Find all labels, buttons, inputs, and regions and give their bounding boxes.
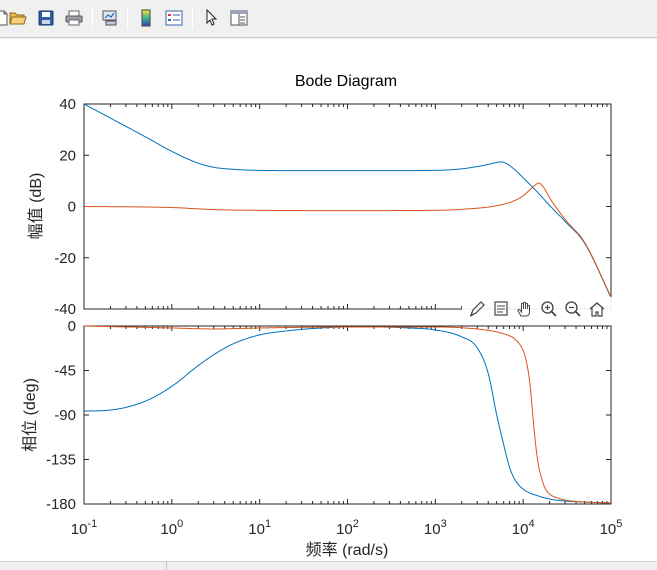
phase-ytick-label: 0 [68,318,76,335]
magnitude-series-blue-line[interactable] [83,103,612,298]
magnitude-ytick-label: 20 [59,147,76,164]
magnitude-ytick-label: 0 [68,199,76,216]
magnitude-ytick-label: 40 [59,96,76,113]
status-bar [0,561,657,570]
brush-icon[interactable] [466,298,488,320]
zoom-out-icon[interactable] [562,298,584,320]
edit-plot-arrow-icon[interactable] [200,7,222,29]
figure-canvas: Bode Diagram 40 20 0 -20 -40 0 -45 -90 -135 -180… [0,39,657,561]
x-tick-label: 101 [248,518,271,538]
x-tick-label: 103 [424,518,447,538]
magnitude-ytick-label: -20 [54,250,76,267]
x-tick-label: 105 [600,518,623,538]
magnitude-series-orange-line[interactable] [83,182,612,298]
phase-axes[interactable]: 0 -45 -90 -135 -180 [46,318,612,513]
property-inspector-icon[interactable] [228,7,250,29]
x-tick-label: 100 [160,518,183,538]
link-plot-icon[interactable] [99,7,121,29]
phase-axes-box [83,325,612,505]
pan-hand-icon[interactable] [514,298,536,320]
x-tick-label: 102 [336,518,359,538]
x-tick-label: 10-1 [71,518,97,538]
magnitude-axes-box [83,103,612,310]
phase-series-orange-line[interactable] [83,325,612,504]
insert-legend-icon[interactable] [163,7,185,29]
frequency-xlabel: 频率 (rad/s) [306,541,389,559]
phase-ytick-label: -45 [54,363,76,380]
restore-view-home-icon[interactable] [586,298,608,320]
magnitude-axes[interactable]: 40 20 0 -20 -40 [54,96,612,318]
print-icon[interactable] [63,7,85,29]
bode-plot: Bode Diagram 40 20 0 -20 -40 0 -45 -90 -135 -180… [21,73,623,559]
figure-toolbar [0,0,657,38]
x-tick-label: 104 [512,518,535,538]
phase-ylabel: 相位 (deg) [21,378,39,452]
phase-ytick-label: -180 [46,496,76,513]
new-figure-icon[interactable] [0,7,13,29]
phase-ytick-label: -135 [46,452,76,469]
insert-colorbar-icon[interactable] [135,7,157,29]
zoom-in-icon[interactable] [538,298,560,320]
datatip-icon[interactable] [490,298,512,320]
phase-ytick-label: -90 [54,407,76,424]
open-file-icon[interactable] [7,7,29,29]
save-icon[interactable] [35,7,57,29]
magnitude-ytick-label: -40 [54,301,76,318]
plot-title: Bode Diagram [295,73,397,90]
axes-toolbar [462,297,612,321]
phase-series-blue-line[interactable] [83,326,612,504]
magnitude-ylabel: 幅值 (dB) [27,173,45,240]
